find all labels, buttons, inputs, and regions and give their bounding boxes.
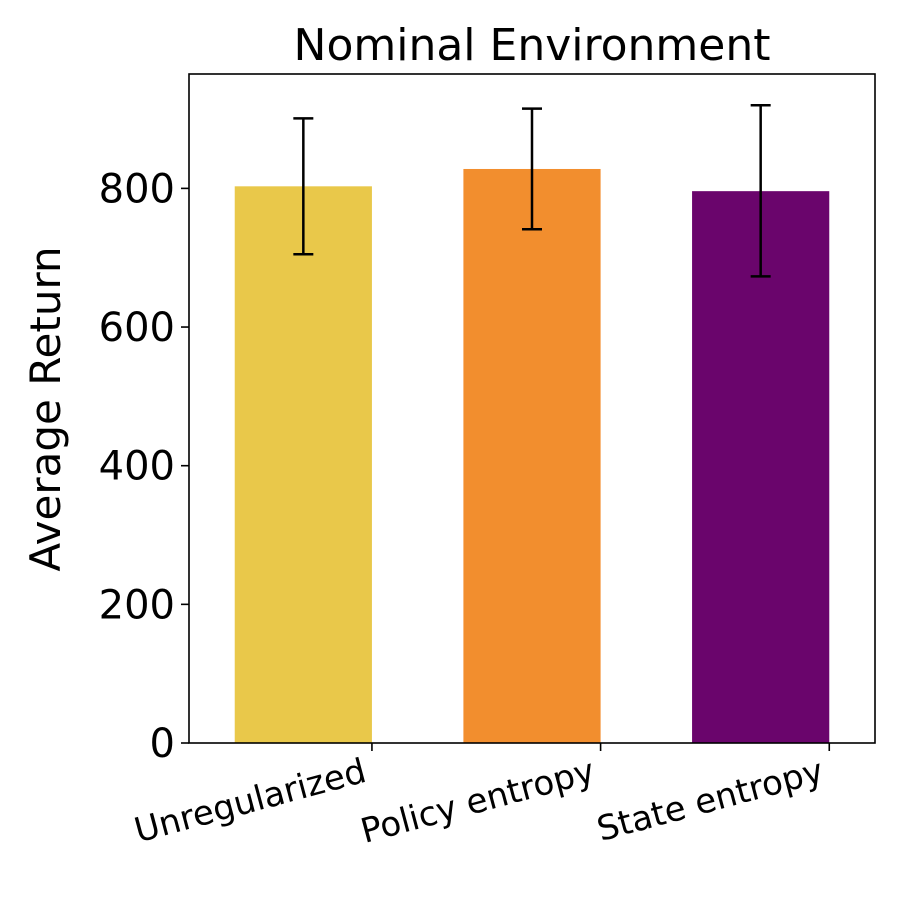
y-ticks-group: 0 200 400 600 800 [99,166,189,767]
error-bars-group [293,103,771,278]
y-tick-label: 0 [150,721,175,767]
chart-title: Nominal Environment [294,20,771,71]
bars-group [234,168,830,744]
y-tick-label: 400 [99,444,175,490]
x-tick-label: Policy entropy [357,751,599,852]
y-axis-label: Average Return [21,246,70,571]
bar-state-entropy [692,191,830,744]
y-tick-label: 600 [99,305,175,351]
y-tick-label: 200 [99,582,175,628]
bar-unregularized [234,186,372,743]
y-tick-label: 800 [99,166,175,212]
bar-policy-entropy [463,168,601,744]
x-tick-label: State entropy [593,751,828,850]
plot-frame [188,73,876,744]
